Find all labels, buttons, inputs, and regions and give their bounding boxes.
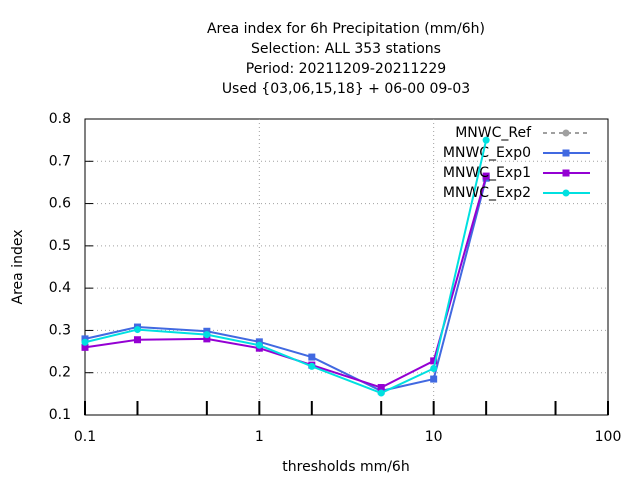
legend-marker	[562, 149, 570, 157]
x-tick-label: 10	[425, 429, 443, 445]
data-point	[430, 357, 438, 365]
y-tick-label: 0.8	[49, 111, 71, 127]
data-point	[482, 136, 490, 144]
x-axis-label: thresholds mm/6h	[282, 459, 409, 475]
chart-title: Period: 20211209-20211229	[246, 61, 446, 77]
y-tick-label: 0.4	[49, 280, 71, 296]
data-point	[482, 172, 490, 180]
series-line	[84, 139, 488, 395]
plot-frame	[84, 118, 609, 416]
chart-title: Area index for 6h Precipitation (mm/6h)	[207, 21, 485, 37]
data-point	[133, 336, 141, 344]
y-tick-label: 0.1	[49, 407, 71, 423]
legend-marker	[562, 129, 570, 137]
data-point	[203, 331, 211, 339]
y-tick-label: 0.6	[49, 196, 71, 212]
chart-title: Selection: ALL 353 stations	[251, 41, 441, 57]
y-tick-label: 0.3	[49, 322, 71, 338]
data-point	[81, 343, 89, 351]
data-point	[81, 338, 89, 346]
legend-marker	[562, 189, 570, 197]
legend-label: MNWC_Exp1	[443, 165, 531, 181]
data-point	[133, 326, 141, 334]
data-point	[308, 362, 316, 370]
data-point	[255, 341, 263, 349]
data-point	[203, 335, 211, 343]
data-point	[377, 384, 385, 392]
chart-title: Used {03,06,15,18} + 06-00 09-03	[222, 81, 470, 97]
y-tick-label: 0.2	[49, 365, 71, 381]
y-tick-label: 0.5	[49, 238, 71, 254]
legend-label: MNWC_Exp2	[443, 185, 531, 201]
data-point	[308, 353, 316, 361]
x-tick-label: 1	[255, 429, 264, 445]
data-point	[430, 364, 438, 372]
data-point	[430, 375, 438, 383]
legend-label: MNWC_Ref	[455, 125, 532, 141]
legend-label: MNWC_Exp0	[443, 145, 531, 161]
y-axis-label: Area index	[10, 230, 26, 305]
x-tick-label: 0.1	[74, 429, 96, 445]
y-tick-label: 0.7	[49, 153, 71, 169]
legend-marker	[562, 169, 570, 177]
series-line	[84, 177, 488, 392]
x-tick-label: 100	[595, 429, 622, 445]
data-point	[377, 389, 385, 397]
